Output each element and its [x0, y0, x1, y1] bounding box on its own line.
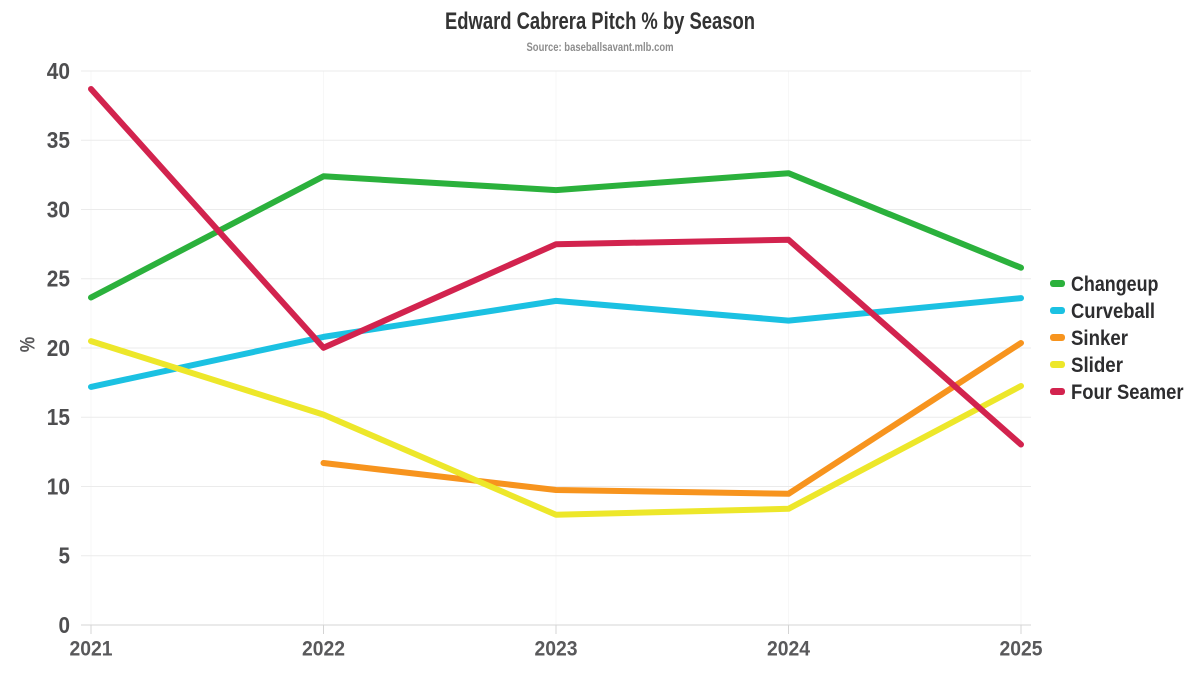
svg-text:15: 15 [47, 404, 70, 430]
svg-text:Slider: Slider [1071, 354, 1123, 377]
svg-text:Source: baseballsavant.mlb.com: Source: baseballsavant.mlb.com [527, 40, 674, 54]
svg-text:35: 35 [47, 127, 70, 153]
svg-text:Four Seamer: Four Seamer [1071, 381, 1184, 404]
svg-text:2025: 2025 [1000, 637, 1043, 660]
svg-text:2021: 2021 [70, 637, 113, 660]
svg-text:2023: 2023 [535, 637, 578, 660]
svg-text:20: 20 [47, 335, 70, 361]
svg-text:2022: 2022 [302, 637, 345, 660]
svg-text:25: 25 [47, 266, 70, 292]
svg-text:40: 40 [47, 58, 70, 84]
svg-text:0: 0 [59, 612, 71, 638]
svg-text:30: 30 [47, 196, 70, 222]
svg-text:Edward Cabrera Pitch % by Seas: Edward Cabrera Pitch % by Season [445, 8, 755, 35]
svg-text:2024: 2024 [767, 637, 810, 660]
svg-text:10: 10 [47, 473, 70, 499]
svg-text:Curveball: Curveball [1071, 300, 1155, 323]
svg-text:Changeup: Changeup [1071, 273, 1159, 296]
svg-text:%: % [17, 336, 40, 352]
svg-text:Sinker: Sinker [1071, 327, 1128, 350]
svg-text:5: 5 [59, 543, 71, 569]
